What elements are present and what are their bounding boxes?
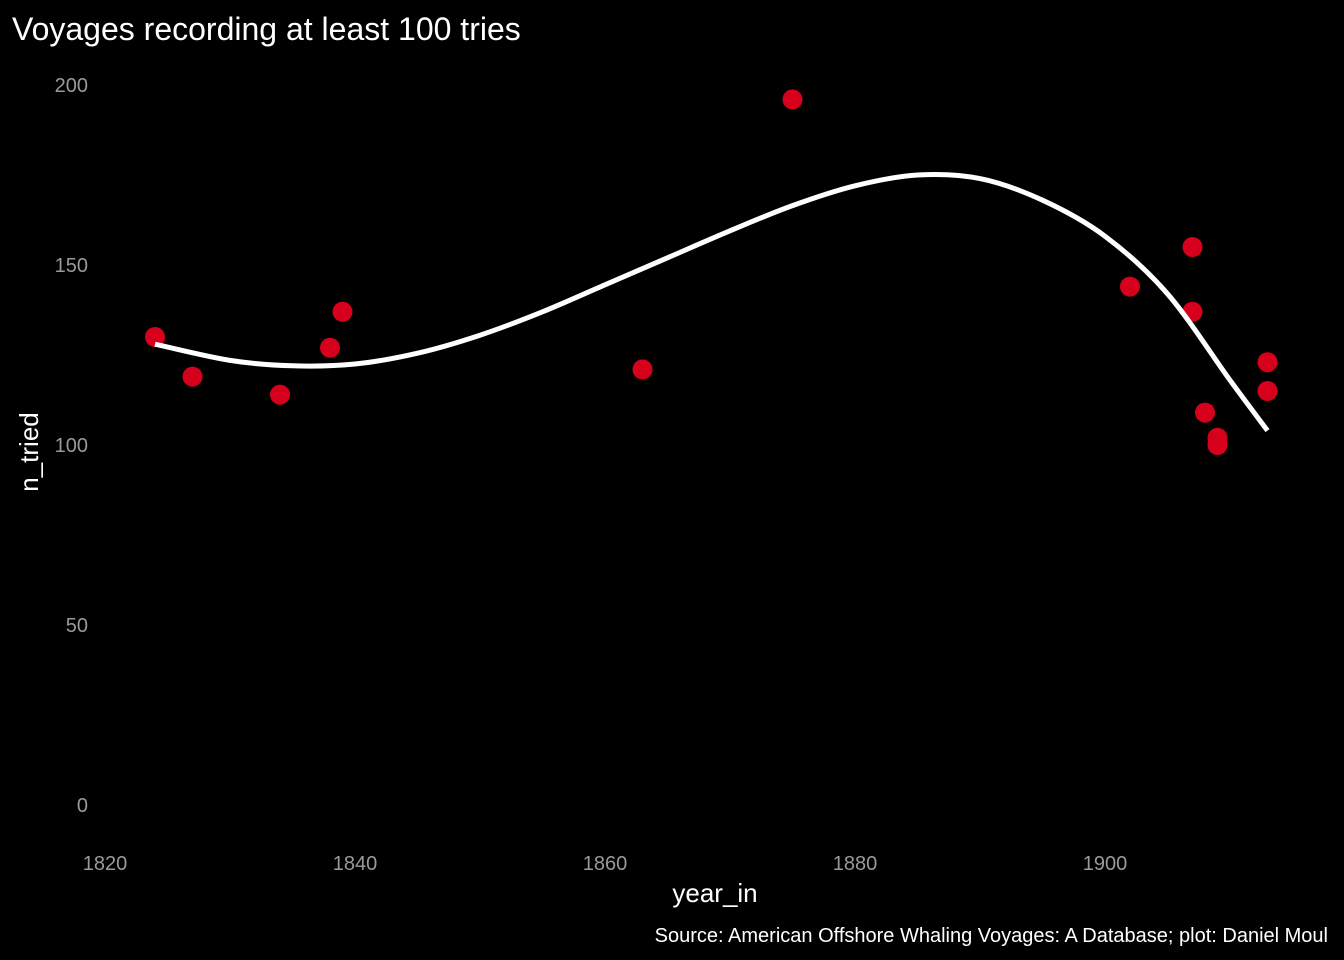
y-tick-label: 0 xyxy=(77,795,88,817)
data-point xyxy=(1195,402,1215,423)
data-point xyxy=(145,327,165,347)
scatter-points xyxy=(145,89,1278,455)
x-tick-label: 1880 xyxy=(833,853,878,875)
chart-title: Voyages recording at least 100 tries xyxy=(12,11,521,47)
smooth-line xyxy=(154,171,1270,433)
y-tick-label: 100 xyxy=(55,435,88,457)
x-tick-label: 1840 xyxy=(333,853,378,875)
x-tick-label: 1860 xyxy=(583,853,628,875)
y-tick-label: 150 xyxy=(55,255,88,277)
data-point xyxy=(332,301,353,322)
data-point xyxy=(1182,237,1203,257)
y-tick-labels: 0 50 100 150 200 xyxy=(55,75,88,817)
data-point xyxy=(782,89,803,110)
y-axis-label: n_tried xyxy=(14,412,44,492)
data-point xyxy=(320,337,340,358)
data-point xyxy=(1120,276,1140,297)
data-point xyxy=(1207,435,1228,455)
x-tick-label: 1900 xyxy=(1083,853,1128,875)
y-tick-label: 50 xyxy=(66,615,88,637)
x-tick-labels: 1820 1840 1860 1880 1900 xyxy=(83,853,1128,875)
data-point xyxy=(1257,352,1278,373)
x-tick-label: 1820 xyxy=(83,853,128,875)
data-point xyxy=(270,384,290,405)
x-axis-label: year_in xyxy=(672,878,757,908)
caption: Source: American Offshore Whaling Voyage… xyxy=(655,925,1328,947)
data-point xyxy=(182,366,203,387)
data-point xyxy=(632,359,653,380)
data-point xyxy=(1257,381,1278,401)
y-tick-label: 200 xyxy=(55,75,88,97)
